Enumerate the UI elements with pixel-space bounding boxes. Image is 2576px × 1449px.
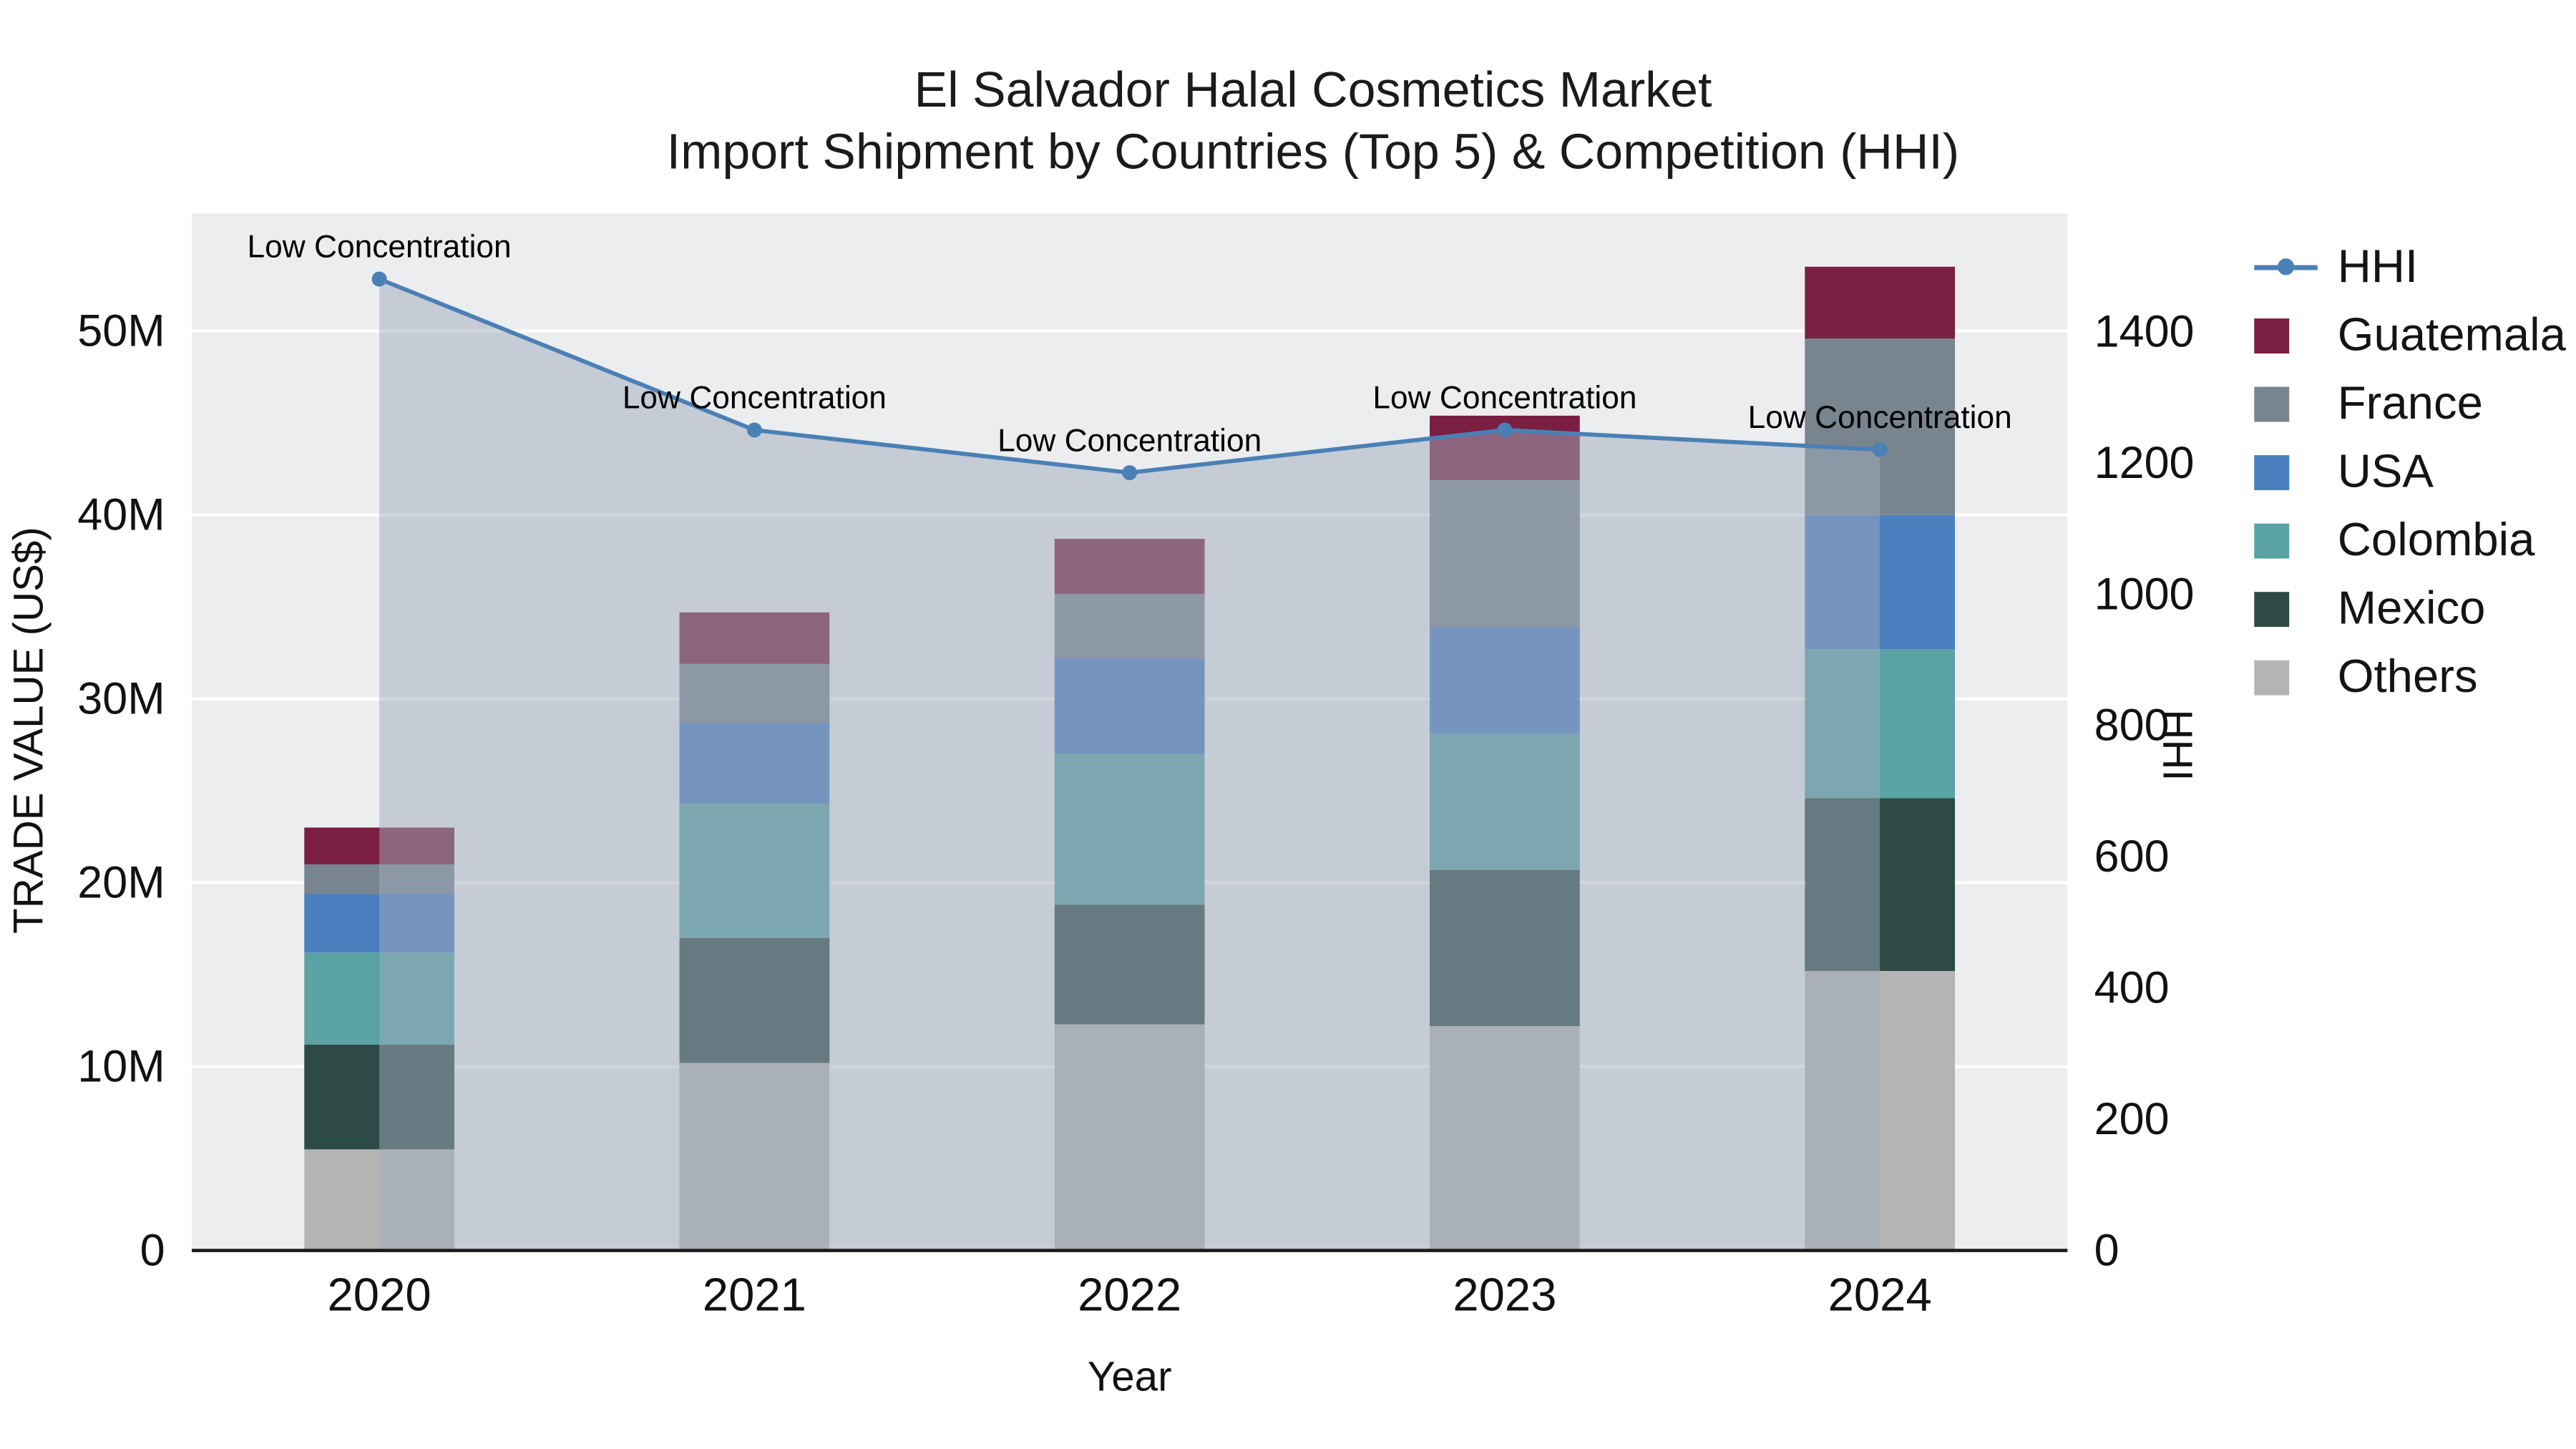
y-axis-label-right: HHI (2153, 709, 2200, 781)
bar-guatemala-2024 (1805, 266, 1956, 338)
legend-item-guatemala[interactable]: Guatemala (2254, 308, 2566, 361)
x-tick-2023: 2023 (1453, 1268, 1556, 1320)
annotation-2022: Low Concentration (997, 423, 1262, 458)
legend-item-mexico[interactable]: Mexico (2254, 582, 2566, 634)
legend-swatch-cell (2254, 258, 2321, 275)
legend-guatemala-swatch-icon (2254, 317, 2290, 353)
y-left-tick-50M: 50M (77, 306, 165, 356)
y-right-tick-0: 0 (2094, 1226, 2119, 1276)
legend-swatch-cell (2254, 591, 2321, 626)
y-axis-label-left: TRADE VALUE (US$) (6, 527, 53, 934)
legend-item-hhi[interactable]: HHI (2254, 240, 2566, 292)
legend-usa-swatch-icon (2254, 454, 2290, 489)
y-left-tick-0: 0 (140, 1226, 165, 1276)
x-axis-label: Year (1087, 1354, 1172, 1401)
chart-title: El Salvador Halal Cosmetics Market Impor… (25, 60, 2576, 183)
legend-swatch-cell (2254, 317, 2321, 353)
legend-swatch-cell (2254, 386, 2321, 421)
hhi-marker-2020 (371, 271, 387, 287)
hhi-area-fill (379, 278, 1880, 1251)
y-right-tick-1400: 1400 (2094, 306, 2195, 356)
legend-others-swatch-icon (2254, 659, 2290, 695)
hhi-marker-2023 (1497, 422, 1513, 438)
legend-label-guatemala: Guatemala (2337, 308, 2566, 361)
legend-label-france: France (2337, 376, 2483, 429)
x-tick-2020: 2020 (328, 1268, 431, 1320)
y-right-tick-200: 200 (2094, 1094, 2170, 1144)
annotation-2024: Low Concentration (1748, 400, 2012, 435)
hhi-marker-2021 (746, 422, 762, 438)
legend-label-others: Others (2337, 650, 2478, 702)
annotation-2020: Low Concentration (248, 230, 512, 265)
y-left-tick-20M: 20M (77, 858, 165, 908)
y-left-tick-30M: 30M (77, 674, 165, 724)
legend-mexico-swatch-icon (2254, 591, 2290, 626)
y-right-tick-1200: 1200 (2094, 438, 2195, 488)
x-tick-2024: 2024 (1828, 1268, 1932, 1320)
y-right-tick-400: 400 (2094, 963, 2170, 1013)
hhi-marker-2024 (1872, 441, 1888, 457)
legend-label-mexico: Mexico (2337, 582, 2486, 634)
legend-hhi-line-icon (2254, 258, 2318, 275)
legend-item-others[interactable]: Others (2254, 650, 2566, 702)
hhi-marker-2022 (1122, 465, 1138, 481)
x-tick-2022: 2022 (1078, 1268, 1181, 1320)
legend-france-swatch-icon (2254, 386, 2290, 421)
legend-item-france[interactable]: France (2254, 376, 2566, 429)
legend-hhi-marker-icon (2277, 258, 2295, 275)
legend-swatch-cell (2254, 659, 2321, 695)
legend: HHI Guatemala France USA Colombia Mexico… (2254, 240, 2566, 702)
annotation-2023: Low Concentration (1372, 381, 1636, 416)
legend-label-usa: USA (2337, 445, 2434, 497)
legend-item-colombia[interactable]: Colombia (2254, 513, 2566, 565)
legend-swatch-cell (2254, 454, 2321, 489)
y-right-tick-800: 800 (2094, 701, 2170, 751)
chart-title-line2: Import Shipment by Countries (Top 5) & C… (666, 125, 1960, 180)
x-tick-2021: 2021 (703, 1268, 806, 1320)
y-right-tick-600: 600 (2094, 831, 2170, 882)
y-left-tick-10M: 10M (77, 1042, 165, 1092)
legend-label-hhi: HHI (2337, 240, 2419, 292)
y-right-tick-1000: 1000 (2094, 569, 2195, 619)
legend-item-usa[interactable]: USA (2254, 445, 2566, 497)
legend-label-colombia: Colombia (2337, 513, 2535, 565)
annotation-2021: Low Concentration (623, 381, 887, 416)
chart-title-line1: El Salvador Halal Cosmetics Market (914, 63, 1712, 119)
y-left-tick-40M: 40M (77, 490, 165, 540)
legend-swatch-cell (2254, 522, 2321, 558)
legend-colombia-swatch-icon (2254, 522, 2290, 558)
